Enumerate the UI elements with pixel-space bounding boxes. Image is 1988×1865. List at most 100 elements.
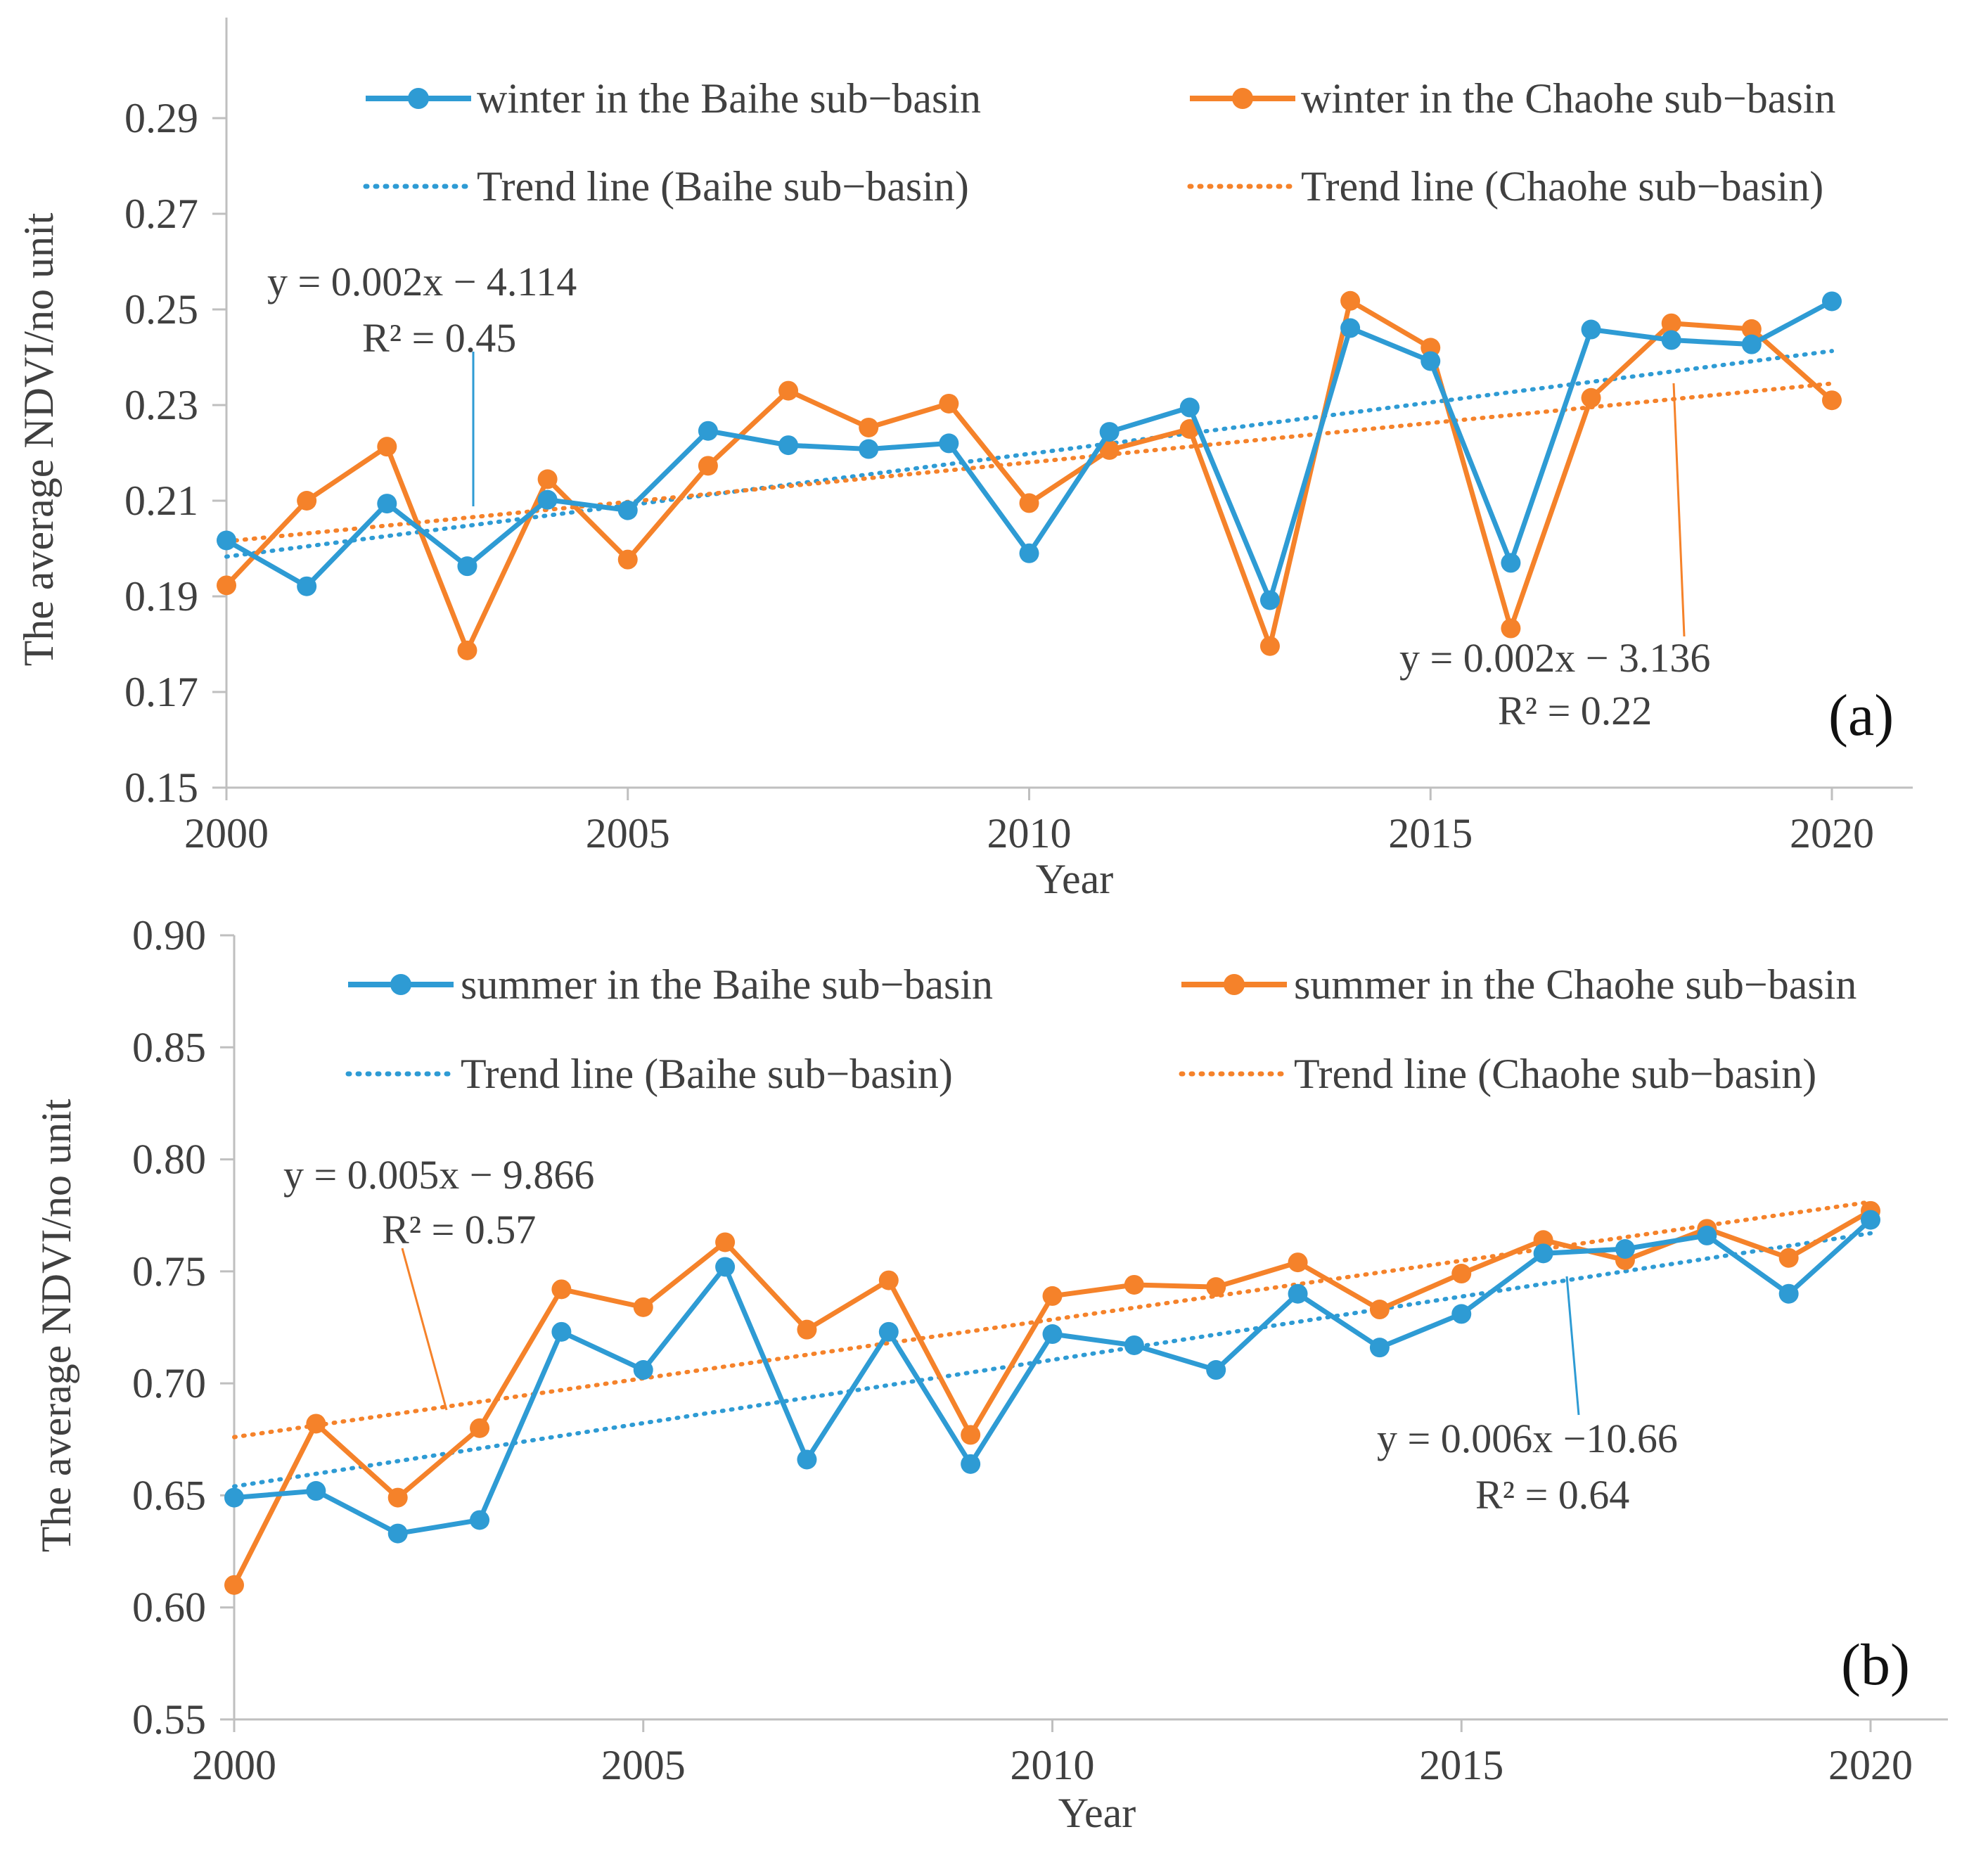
- data-point-baihe[interactable]: [1615, 1239, 1635, 1259]
- data-point-chaohe[interactable]: [1581, 387, 1601, 408]
- data-point-baihe[interactable]: [1019, 543, 1039, 563]
- data-point-baihe[interactable]: [859, 439, 879, 459]
- data-point-baihe[interactable]: [961, 1454, 981, 1474]
- data-point-baihe[interactable]: [1421, 351, 1441, 371]
- data-point-chaohe[interactable]: [387, 1487, 408, 1508]
- legend-item-trend-baihe-b[interactable]: Trend line (Baihe sub−basin): [345, 1051, 953, 1097]
- data-point-chaohe[interactable]: [778, 380, 799, 401]
- data-point-baihe[interactable]: [1861, 1210, 1880, 1230]
- data-point-chaohe[interactable]: [1369, 1300, 1390, 1320]
- data-point-baihe[interactable]: [1179, 397, 1200, 418]
- legend-item-trend-chaohe-a[interactable]: Trend line (Chaohe sub−basin): [1187, 163, 1823, 210]
- data-point-baihe[interactable]: [698, 421, 718, 441]
- data-point-baihe[interactable]: [1206, 1360, 1226, 1380]
- data-point-chaohe[interactable]: [698, 456, 718, 476]
- y-tick-label: 0.85: [132, 1024, 206, 1070]
- data-point-chaohe[interactable]: [537, 469, 558, 489]
- legend-item-winter-baihe[interactable]: winter in the Baihe sub−basin: [366, 75, 981, 122]
- legend-item-summer-chaohe[interactable]: summer in the Chaohe sub−basin: [1181, 961, 1856, 1008]
- data-point-baihe[interactable]: [1741, 334, 1762, 354]
- data-point-chaohe[interactable]: [1451, 1264, 1472, 1284]
- data-point-chaohe[interactable]: [1206, 1277, 1226, 1297]
- data-point-baihe[interactable]: [457, 556, 477, 577]
- data-point-baihe[interactable]: [1288, 1283, 1308, 1304]
- data-point-chaohe[interactable]: [859, 417, 879, 437]
- data-point-baihe[interactable]: [1822, 291, 1842, 312]
- data-point-baihe[interactable]: [1533, 1243, 1553, 1264]
- data-point-chaohe[interactable]: [1019, 493, 1039, 513]
- legend-label-trend-chaohe-a: Trend line (Chaohe sub−basin): [1301, 163, 1823, 210]
- data-point-baihe[interactable]: [306, 1481, 326, 1501]
- data-point-chaohe[interactable]: [1501, 618, 1521, 639]
- data-point-chaohe[interactable]: [1661, 313, 1681, 333]
- legend-item-trend-baihe-a[interactable]: Trend line (Baihe sub−basin): [363, 163, 969, 210]
- data-point-baihe[interactable]: [1501, 553, 1521, 573]
- data-point-baihe[interactable]: [1340, 318, 1361, 338]
- data-point-chaohe[interactable]: [939, 393, 959, 414]
- data-point-baihe[interactable]: [1369, 1338, 1390, 1358]
- r2-text-chaohe-a: R² = 0.22: [1498, 688, 1652, 733]
- equation-text-chaohe-a: y = 0.002x − 3.136: [1399, 635, 1710, 681]
- data-point-chaohe[interactable]: [797, 1319, 817, 1340]
- data-point-chaohe[interactable]: [878, 1270, 899, 1290]
- data-point-baihe[interactable]: [1661, 330, 1681, 350]
- data-point-baihe[interactable]: [1581, 319, 1601, 340]
- data-point-chaohe[interactable]: [715, 1232, 736, 1252]
- data-point-baihe[interactable]: [1778, 1283, 1799, 1304]
- panel-a-x-axis-title: Year: [1036, 856, 1114, 902]
- data-point-baihe[interactable]: [537, 489, 558, 510]
- data-point-baihe[interactable]: [297, 576, 317, 596]
- data-point-chaohe[interactable]: [224, 1575, 244, 1595]
- data-point-chaohe[interactable]: [1822, 390, 1842, 411]
- data-point-baihe[interactable]: [1697, 1225, 1717, 1245]
- y-tick-label: 0.90: [132, 912, 206, 959]
- data-point-chaohe[interactable]: [617, 549, 638, 570]
- data-point-chaohe[interactable]: [633, 1297, 653, 1317]
- data-point-baihe[interactable]: [1451, 1304, 1472, 1324]
- y-tick-label: 0.15: [124, 764, 198, 811]
- data-point-baihe[interactable]: [633, 1360, 653, 1380]
- data-point-chaohe[interactable]: [1042, 1286, 1063, 1306]
- data-point-baihe[interactable]: [1099, 422, 1120, 442]
- r2-text-chaohe-b: R² = 0.57: [382, 1207, 536, 1252]
- legend-item-trend-chaohe-b[interactable]: Trend line (Chaohe sub−basin): [1179, 1051, 1816, 1097]
- data-point-chaohe[interactable]: [551, 1279, 572, 1300]
- data-point-baihe[interactable]: [470, 1510, 490, 1530]
- equation-leader-baihe-b: [1565, 1276, 1580, 1416]
- data-point-baihe[interactable]: [1259, 590, 1280, 610]
- panel-a-legend: winter in the Baihe sub−basin winter in …: [363, 75, 1835, 210]
- data-point-baihe[interactable]: [377, 494, 397, 514]
- data-point-chaohe[interactable]: [1259, 636, 1280, 656]
- equation-text-baihe-a: y = 0.002x − 4.114: [267, 259, 577, 305]
- data-point-chaohe[interactable]: [1099, 440, 1120, 460]
- data-point-chaohe[interactable]: [470, 1418, 490, 1438]
- data-point-chaohe[interactable]: [297, 491, 317, 511]
- data-point-baihe[interactable]: [715, 1257, 736, 1277]
- data-point-baihe[interactable]: [1042, 1324, 1063, 1345]
- legend-item-winter-chaohe[interactable]: winter in the Chaohe sub−basin: [1190, 75, 1835, 122]
- data-point-baihe[interactable]: [387, 1523, 408, 1544]
- data-point-chaohe[interactable]: [1741, 319, 1762, 339]
- data-point-chaohe[interactable]: [217, 575, 236, 596]
- data-point-baihe[interactable]: [217, 530, 236, 551]
- y-tick-label: 0.29: [124, 95, 198, 141]
- data-point-chaohe[interactable]: [1778, 1248, 1799, 1268]
- data-point-chaohe[interactable]: [306, 1414, 326, 1434]
- data-point-baihe[interactable]: [224, 1487, 244, 1508]
- data-point-chaohe[interactable]: [1340, 290, 1361, 311]
- data-point-baihe[interactable]: [551, 1321, 572, 1342]
- legend-item-summer-baihe[interactable]: summer in the Baihe sub−basin: [348, 961, 993, 1008]
- data-point-baihe[interactable]: [797, 1449, 817, 1470]
- data-point-baihe[interactable]: [878, 1321, 899, 1342]
- data-point-chaohe[interactable]: [1124, 1274, 1144, 1295]
- data-point-baihe[interactable]: [778, 435, 799, 456]
- data-point-chaohe[interactable]: [961, 1425, 981, 1445]
- y-tick-label: 0.70: [132, 1360, 206, 1406]
- data-point-chaohe[interactable]: [1288, 1252, 1308, 1273]
- data-point-chaohe[interactable]: [457, 640, 477, 660]
- data-point-baihe[interactable]: [1124, 1335, 1144, 1355]
- data-point-chaohe[interactable]: [377, 437, 397, 457]
- data-point-baihe[interactable]: [617, 500, 638, 520]
- panel-b-x-tick-labels: 2000 2005 2010 2015 2020: [192, 1719, 1913, 1788]
- data-point-baihe[interactable]: [939, 433, 959, 454]
